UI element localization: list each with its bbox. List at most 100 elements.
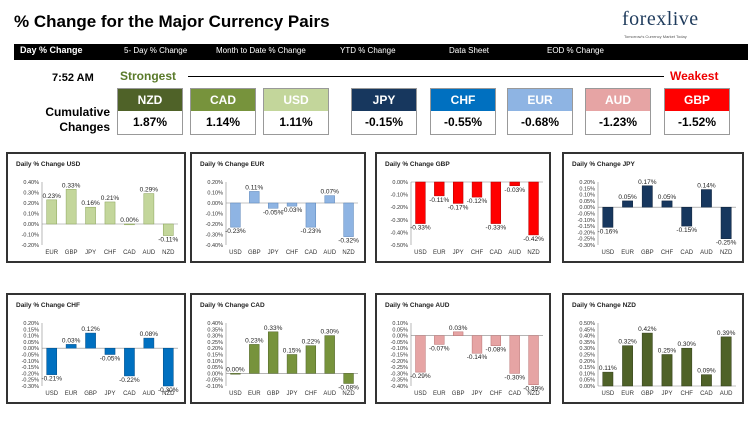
bar-cad: [124, 347, 135, 377]
y-tick-label: 0.10%: [23, 212, 39, 218]
y-tick-label: -0.30%: [578, 243, 596, 249]
chart-title: Daily % Change GBP: [385, 161, 450, 168]
x-tick-label: NZD: [342, 391, 355, 397]
y-tick-label: -0.50%: [391, 243, 409, 249]
y-tick-label: 0.20%: [579, 180, 595, 186]
currency-value: -1.23%: [598, 115, 638, 129]
data-label: 0.39%: [717, 330, 736, 337]
x-tick-label: CAD: [123, 250, 136, 256]
data-label: -0.30%: [504, 374, 525, 381]
x-tick-label: CHF: [661, 250, 674, 256]
bar-nzd: [528, 181, 539, 236]
nav-eod-change[interactable]: EOD % Change: [547, 46, 604, 55]
chart-panel-4: Daily % Change JPY 0.20% 0.15% 0.10% 0.05% 0.…: [562, 152, 744, 263]
chart-title: Daily % Change AUD: [385, 302, 450, 309]
data-label: -0.08%: [338, 384, 359, 391]
bar-gbp: [267, 331, 279, 374]
bar-cad: [509, 335, 520, 374]
data-label: -0.14%: [467, 354, 488, 361]
data-label: -0.05%: [100, 356, 121, 363]
nav-month-to-date[interactable]: Month to Date % Change: [216, 46, 306, 55]
bar-jpy: [452, 181, 464, 204]
x-tick-label: NZD: [342, 250, 355, 256]
bar-usd: [415, 181, 426, 224]
data-label: 0.03%: [62, 337, 81, 344]
x-tick-label: USD: [229, 250, 242, 256]
y-tick-label: 0.00%: [23, 222, 39, 228]
bar-jpy: [85, 206, 96, 225]
x-tick-label: EUR: [621, 250, 634, 256]
y-tick-label: 0.10%: [392, 321, 408, 327]
y-tick-label: -0.20%: [391, 205, 409, 211]
y-tick-label: -0.30%: [206, 233, 224, 239]
bar-gbp: [65, 189, 77, 225]
data-label: 0.25%: [658, 348, 677, 355]
data-label: -0.29%: [410, 373, 431, 380]
chart-title: Daily % Change CAD: [200, 302, 265, 309]
bar-usd: [415, 335, 426, 373]
currency-code: NZD: [118, 89, 182, 111]
bar-chf: [490, 335, 502, 346]
y-tick-label: 0.05%: [579, 199, 595, 205]
header: % Change for the Major Currency Pairs fo…: [0, 0, 750, 44]
x-tick-label: AUD: [323, 250, 336, 256]
chart-panel-7: Daily % Change AUD 0.10% 0.05% 0.00% -0.05% -…: [375, 293, 551, 404]
chart-title: Daily % Change NZD: [572, 302, 636, 309]
chart-title: Daily % Change JPY: [572, 161, 636, 168]
y-tick-label: 0.05%: [207, 365, 223, 371]
data-label: 0.23%: [42, 193, 61, 200]
x-tick-label: EUR: [433, 250, 446, 256]
nav-data-sheet[interactable]: Data Sheet: [449, 46, 490, 55]
x-tick-label: EUR: [45, 250, 58, 256]
nav-day-change[interactable]: Day % Change: [20, 45, 83, 55]
x-tick-label: JPY: [453, 250, 464, 256]
y-tick-label: 0.00%: [579, 205, 595, 211]
x-tick-label: USD: [602, 391, 615, 397]
data-label: 0.32%: [618, 339, 637, 346]
y-tick-label: 0.00%: [392, 180, 408, 186]
data-label: -0.39%: [523, 386, 544, 393]
currency-value: 1.14%: [205, 115, 241, 129]
x-tick-label: JPY: [661, 391, 672, 397]
cumulative-label: Cumulative Changes: [20, 105, 110, 135]
nav-ytd-change[interactable]: YTD % Change: [340, 46, 396, 55]
data-label: 0.29%: [140, 187, 159, 194]
chart-title: Daily % Change USD: [16, 161, 81, 168]
bar-gbp: [85, 332, 96, 349]
data-label: 0.17%: [638, 179, 657, 186]
bar-eur: [622, 345, 633, 387]
chart-svg: Daily % Change USD 0.40% 0.30% 0.20% 0.10% 0.…: [16, 161, 179, 256]
x-tick-label: GBP: [248, 250, 261, 256]
y-tick-label: -0.15%: [391, 353, 409, 359]
y-tick-label: 0.10%: [579, 371, 595, 377]
currency-card-gbp: GBP -1.52%: [664, 88, 730, 135]
data-label: -0.21%: [41, 376, 62, 383]
data-label: 0.23%: [245, 337, 264, 344]
data-label: 0.16%: [81, 200, 100, 207]
x-tick-label: CAD: [305, 250, 318, 256]
currency-card-eur: EUR -0.68%: [507, 88, 573, 135]
currency-code: CHF: [431, 89, 495, 111]
x-tick-label: NZD: [527, 391, 540, 397]
x-tick-label: USD: [229, 391, 242, 397]
y-tick-label: 0.50%: [579, 321, 595, 327]
x-tick-label: NZD: [162, 250, 175, 256]
y-tick-label: -0.10%: [206, 384, 224, 390]
bar-nzd: [162, 223, 174, 236]
currency-card-chf: CHF -0.55%: [430, 88, 496, 135]
currency-value: -0.68%: [520, 115, 560, 129]
data-label: 0.07%: [320, 189, 339, 196]
x-tick-label: AUD: [508, 250, 521, 256]
nav-5day-change[interactable]: 5- Day % Change: [124, 46, 188, 55]
chart-panel-8: Daily % Change NZD 0.50% 0.45% 0.40% 0.35% 0.…: [562, 293, 744, 404]
data-label: -0.12%: [467, 198, 488, 205]
bar-usd: [602, 371, 614, 387]
bar-usd: [230, 202, 241, 228]
x-tick-label: GBP: [641, 391, 654, 397]
currency-value: -0.15%: [364, 115, 404, 129]
timestamp: 7:52 AM: [52, 72, 94, 84]
bar-cad: [305, 202, 317, 228]
bar-eur: [65, 344, 77, 349]
data-label: 0.05%: [618, 194, 637, 201]
data-label: 0.42%: [638, 326, 657, 333]
